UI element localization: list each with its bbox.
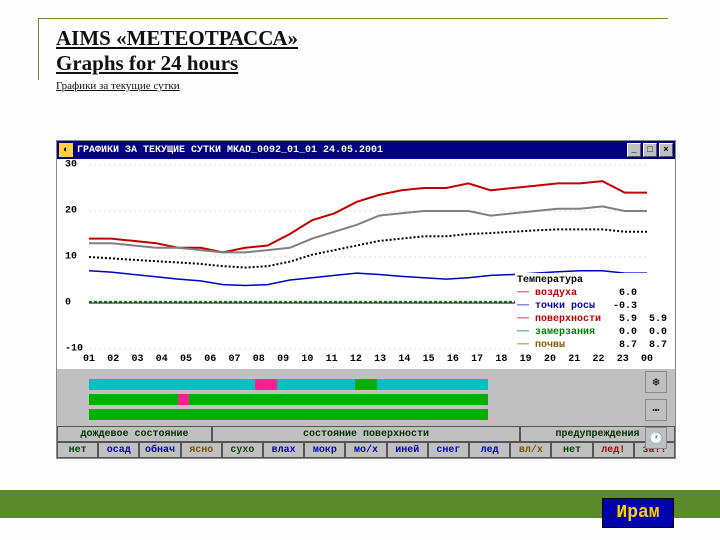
state-segment [89, 379, 255, 390]
state-row-weather [89, 379, 643, 390]
footer-header-cell: дождевое состояние [57, 426, 212, 442]
footer-cell[interactable]: лед [469, 442, 510, 458]
legend-row: ── почвы 8.7 8.7 [517, 339, 667, 352]
x-tick-label: 05 [180, 354, 192, 365]
x-tick-label: 10 [301, 354, 313, 365]
x-tick-label: 18 [495, 354, 507, 365]
state-segment [255, 379, 277, 390]
close-button[interactable]: × [659, 143, 673, 157]
state-row-warnings [89, 409, 643, 420]
y-tick-label: 0 [65, 298, 71, 309]
series-surface [89, 206, 647, 252]
page-corner-decoration [38, 18, 46, 80]
logo: Ирам [602, 498, 674, 528]
legend-row: ── точки росы -0.3 [517, 300, 667, 313]
x-tick-label: 01 [83, 354, 95, 365]
x-tick-label: 07 [229, 354, 241, 365]
footer-cell[interactable]: нет [551, 442, 592, 458]
app-window: ◐ ГРАФИКИ ЗА ТЕКУЩИЕ СУТКИ MKAD_0092_01_… [56, 140, 676, 459]
page-top-rule [38, 18, 668, 19]
chart-area: -10 0 10 20 30 01 02 03 04 05 06 07 08 09 10 11 12 13 14 1… [57, 159, 675, 369]
state-segment [377, 379, 488, 390]
x-tick-label: 13 [374, 354, 386, 365]
state-segment [178, 394, 189, 405]
footer-cell[interactable]: сухо [222, 442, 263, 458]
page-title-2: Graphs for 24 hours [56, 51, 298, 76]
x-tick-label: 03 [132, 354, 144, 365]
footer-cell[interactable]: вл/х [510, 442, 551, 458]
footer-cell[interactable]: иней [387, 442, 428, 458]
x-tick-label: 19 [520, 354, 532, 365]
footer-cell[interactable]: мо/х [345, 442, 386, 458]
footer-grid: дождевое состояниесостояние поверхностип… [57, 426, 675, 458]
x-tick-label: 02 [107, 354, 119, 365]
footer-cell[interactable]: нет [57, 442, 98, 458]
page-title-1: AIMS «МЕТЕОТРАССА» [56, 26, 298, 51]
minimize-button[interactable]: _ [627, 143, 641, 157]
x-tick-label: 15 [423, 354, 435, 365]
y-tick-label: 20 [65, 206, 77, 217]
app-icon: ◐ [59, 143, 73, 157]
x-tick-label: 14 [398, 354, 410, 365]
legend-row: ── воздуха 6.0 [517, 287, 667, 300]
y-tick-label: -10 [65, 344, 83, 355]
footer-cell[interactable]: ясно [181, 442, 222, 458]
x-tick-label: 20 [544, 354, 556, 365]
snowflake-icon[interactable]: ❄ [645, 371, 667, 393]
maximize-button[interactable]: □ [643, 143, 657, 157]
chart-legend: Температура ── воздуха 6.0── точки росы … [515, 273, 669, 353]
state-row-surface [89, 394, 643, 405]
footer-cell[interactable]: снег [428, 442, 469, 458]
x-tick-label: 23 [617, 354, 629, 365]
footer-cell[interactable]: осад [98, 442, 139, 458]
footer-cell[interactable]: обнач [139, 442, 180, 458]
x-tick-label: 00 [641, 354, 653, 365]
x-tick-label: 21 [568, 354, 580, 365]
x-tick-label: 12 [350, 354, 362, 365]
state-bars: ❄ ┅ 🕐 [57, 369, 675, 426]
x-tick-label: 08 [253, 354, 265, 365]
clock-icon[interactable]: 🕐 [645, 427, 667, 449]
state-segment [277, 379, 355, 390]
footer-cell[interactable]: лед! [593, 442, 634, 458]
footer-cell[interactable]: влах [263, 442, 304, 458]
x-tick-label: 22 [592, 354, 604, 365]
legend-row: ── поверхности 5.9 5.9 [517, 313, 667, 326]
pattern-icon[interactable]: ┅ [645, 399, 667, 421]
state-segment [355, 379, 377, 390]
footer-header-cell: состояние поверхности [212, 426, 520, 442]
x-tick-label: 09 [277, 354, 289, 365]
state-segment [89, 394, 488, 405]
y-tick-label: 10 [65, 252, 77, 263]
x-tick-label: 17 [471, 354, 483, 365]
footer-cell[interactable]: мокр [304, 442, 345, 458]
window-title: ГРАФИКИ ЗА ТЕКУЩИЕ СУТКИ MKAD_0092_01_01… [77, 145, 383, 156]
page-subtitle: Графики за текущие сутки [56, 80, 298, 92]
x-tick-label: 04 [156, 354, 168, 365]
state-segment [89, 409, 488, 420]
x-tick-label: 16 [447, 354, 459, 365]
title-block: AIMS «МЕТЕОТРАССА» Graphs for 24 hours Г… [56, 26, 298, 92]
window-titlebar[interactable]: ◐ ГРАФИКИ ЗА ТЕКУЩИЕ СУТКИ MKAD_0092_01_… [57, 141, 675, 159]
x-tick-label: 06 [204, 354, 216, 365]
x-tick-label: 11 [326, 354, 338, 365]
legend-row: ── замерзания 0.0 0.0 [517, 326, 667, 339]
y-tick-label: 30 [65, 160, 77, 171]
series-air [89, 181, 647, 252]
side-icons: ❄ ┅ 🕐 [645, 369, 671, 449]
legend-title: Температура [517, 274, 667, 287]
